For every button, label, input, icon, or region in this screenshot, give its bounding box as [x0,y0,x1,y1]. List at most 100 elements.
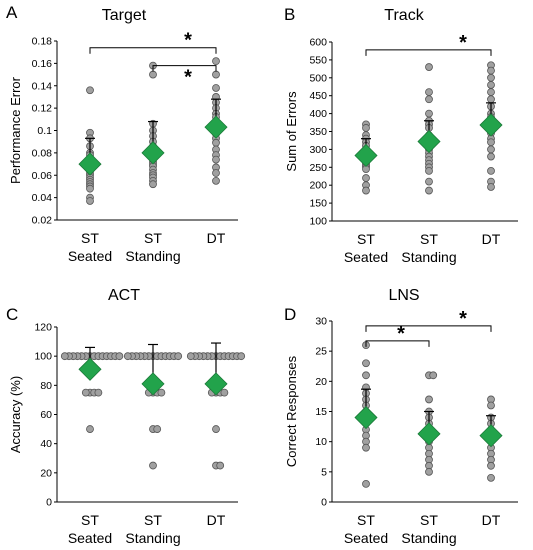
data-point [362,174,370,182]
y-tick-label: 500 [309,72,327,84]
data-point [86,86,94,95]
y-tick-label: 30 [315,316,327,328]
data-point [425,166,433,175]
data-point [487,183,495,191]
y-tick-label: 150 [309,198,327,210]
y-tick-label: 40 [40,438,52,450]
x-category-label: DT [482,512,501,528]
data-point [362,359,370,368]
y-tick-label: 100 [309,216,327,228]
significance-star: * [397,323,405,345]
data-point [425,177,433,186]
data-point [362,124,370,132]
chart-panel-a: A Target 0.02 0.04 0.06 0.08 0.1 0.12 0.14 0.16 0.… [6,3,238,264]
data-point [123,352,132,361]
y-tick-label: 0.08 [32,147,53,159]
x-category-label: ST [81,512,99,528]
data-point [425,186,433,195]
y-tick-label: 550 [309,54,327,66]
significance-star: * [459,32,467,54]
data-point [94,388,103,397]
mean-marker [417,422,441,446]
data-point [86,425,94,433]
data-point [212,155,220,164]
x-category-sublabel: Standing [125,530,180,546]
data-point [425,395,433,404]
y-axis-label: Accuracy (%) [8,376,23,453]
chart-title: ACT [108,287,140,304]
x-category-sublabel: Standing [125,248,180,264]
data-point [60,352,69,361]
y-tick-label: 60 [40,409,52,421]
data-point [149,70,157,79]
data-point [362,186,370,195]
significance-star: * [459,308,467,330]
data-point [149,461,157,470]
data-point [487,81,495,89]
panel-letter: B [284,5,295,24]
x-category-label: ST [357,512,375,528]
data-point [362,371,370,380]
data-point [212,57,220,66]
x-category-sublabel: Seated [344,249,388,265]
x-category-sublabel: Standing [401,530,456,546]
x-category-label: ST [357,231,375,247]
data-point [487,138,495,147]
chart-panel-d: D LNS 0 5 10 15 20 25 30 Correct Responses ST Seate… [284,287,518,546]
mean-marker [78,357,102,381]
significance-bracket [365,49,492,56]
chart-panel-c: C ACT 0 20 40 60 80 100 120 Accuracy (%) ST Seated S… [6,287,246,546]
significance-bracket [365,340,430,347]
data-point [81,388,90,397]
data-point [487,66,495,75]
data-point [487,95,495,104]
chart-title: LNS [388,287,419,304]
y-tick-label: 400 [309,108,327,120]
data-point [212,169,220,177]
y-tick-label: 0.06 [32,170,53,182]
y-axis-label: Performance Error [8,76,23,184]
y-tick-label: 25 [315,346,327,358]
data-point [429,371,438,380]
y-tick-label: 350 [309,126,327,138]
x-category-label: DT [207,230,226,246]
mean-marker [141,141,165,165]
y-axis-label: Sum of Errors [284,91,299,172]
data-point [212,84,220,92]
data-point [362,443,370,452]
data-point [174,352,183,361]
y-tick-label: 0.04 [32,192,53,204]
mean-marker [479,113,503,137]
y-tick-label: 120 [34,322,52,334]
data-point [487,145,495,154]
y-tick-label: 20 [40,467,52,479]
y-tick-label: 0.16 [32,58,53,70]
y-tick-label: 5 [321,466,327,478]
y-axis-label: Correct Responses [284,355,299,467]
y-tick-label: 10 [315,436,327,448]
mean-marker [78,152,102,176]
y-tick-label: 0.1 [37,125,52,137]
chart-title: Target [102,7,147,24]
x-category-label: DT [207,512,226,528]
data-point [212,70,220,79]
data-point [216,461,225,470]
y-tick-label: 0 [46,497,52,509]
data-point [212,425,220,433]
data-point [425,109,433,118]
data-point [425,95,433,104]
x-category-label: ST [81,230,99,246]
data-point [487,88,495,97]
panel-letter: A [6,3,18,22]
data-point [153,425,162,433]
data-point [237,352,246,361]
x-category-label: ST [144,512,162,528]
data-point [425,88,433,97]
data-point [487,461,495,470]
panel-letter: C [6,305,18,324]
y-tick-label: 15 [315,406,327,418]
data-point [487,401,495,410]
y-tick-label: 80 [40,380,52,392]
data-point [212,176,220,185]
data-point [149,180,157,189]
